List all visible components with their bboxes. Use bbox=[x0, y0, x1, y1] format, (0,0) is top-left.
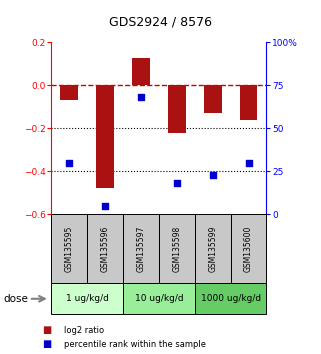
Text: GDS2924 / 8576: GDS2924 / 8576 bbox=[109, 16, 212, 29]
Text: ■: ■ bbox=[42, 339, 51, 349]
Bar bbox=[60, 85, 78, 101]
Bar bbox=[239, 85, 257, 120]
Point bbox=[246, 160, 251, 166]
Bar bbox=[168, 85, 186, 133]
Point bbox=[102, 203, 108, 209]
Text: ■: ■ bbox=[42, 325, 51, 335]
Text: GSM135596: GSM135596 bbox=[100, 225, 110, 272]
Bar bbox=[132, 57, 150, 85]
Point bbox=[67, 160, 72, 166]
Bar bbox=[204, 85, 221, 113]
Bar bbox=[96, 85, 114, 188]
Text: GSM135600: GSM135600 bbox=[244, 225, 253, 272]
Text: GSM135598: GSM135598 bbox=[172, 225, 181, 272]
Text: GSM135599: GSM135599 bbox=[208, 225, 217, 272]
Point bbox=[174, 181, 179, 186]
Text: percentile rank within the sample: percentile rank within the sample bbox=[64, 340, 206, 349]
Point bbox=[210, 172, 215, 177]
Text: 1000 ug/kg/d: 1000 ug/kg/d bbox=[201, 294, 261, 303]
Text: GSM135597: GSM135597 bbox=[136, 225, 145, 272]
Text: dose: dose bbox=[3, 294, 28, 304]
Text: 10 ug/kg/d: 10 ug/kg/d bbox=[134, 294, 183, 303]
Text: 1 ug/kg/d: 1 ug/kg/d bbox=[66, 294, 108, 303]
Text: log2 ratio: log2 ratio bbox=[64, 326, 104, 335]
Point bbox=[138, 95, 143, 100]
Text: GSM135595: GSM135595 bbox=[65, 225, 74, 272]
